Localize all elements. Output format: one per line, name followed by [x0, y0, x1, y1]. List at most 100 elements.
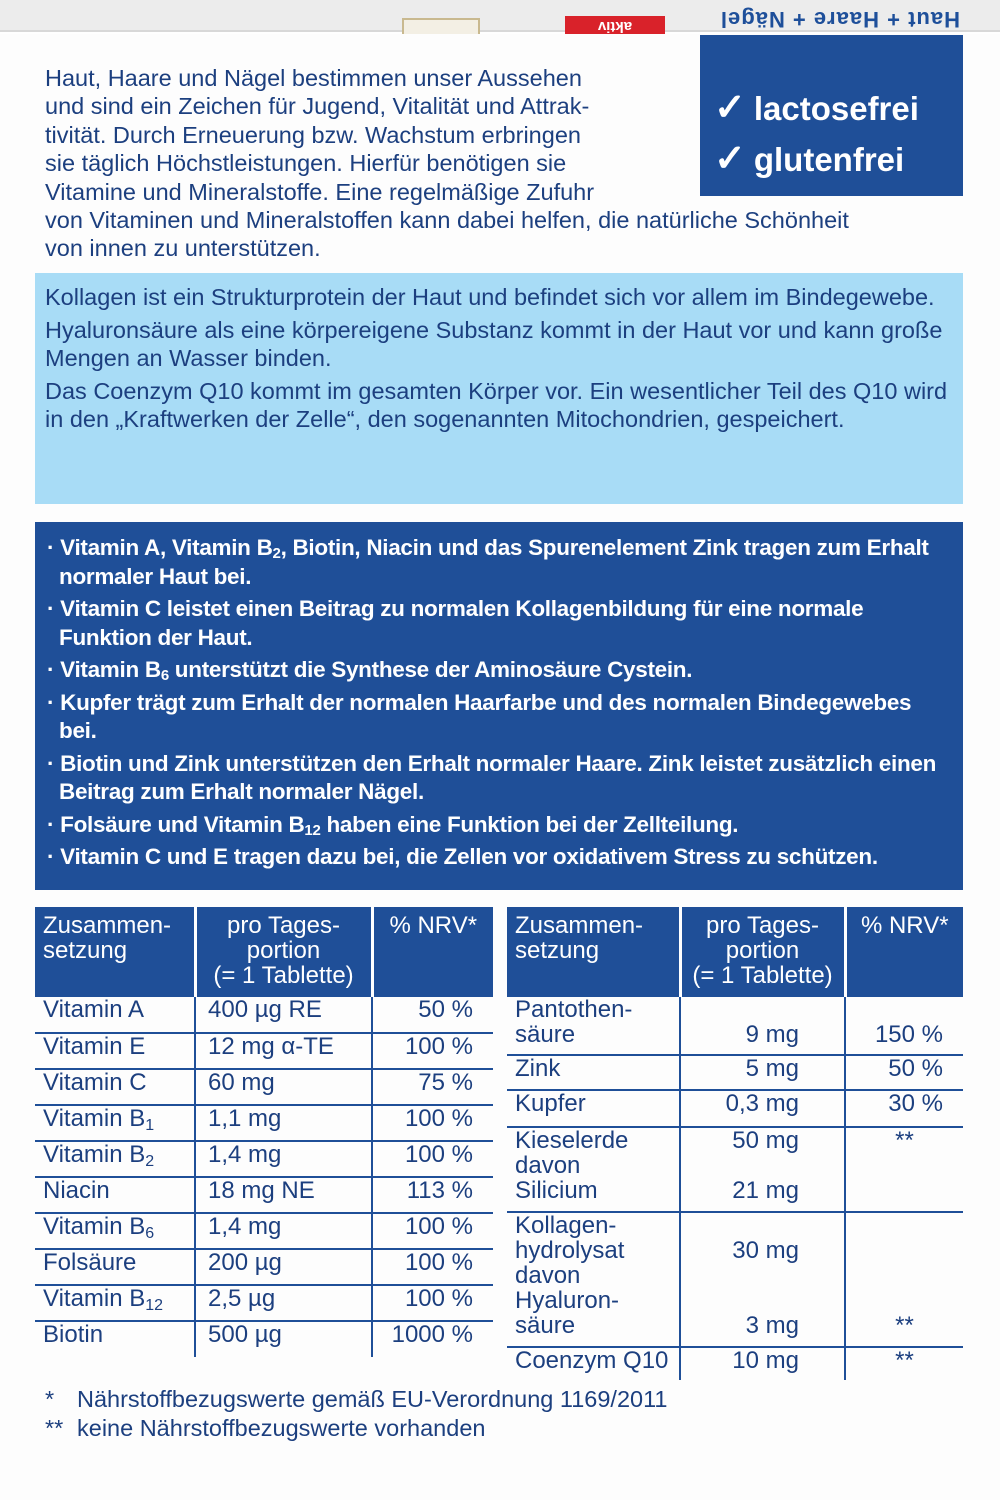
- ingredient-info-panel: Kollagen ist ein Strukturprotein der Hau…: [35, 273, 963, 504]
- nutrient-name-text: Vitamin E: [43, 1033, 146, 1060]
- nutrient-amount: 30 mg 3 mg: [680, 1212, 846, 1348]
- nutrient-subscript: 6: [145, 1225, 155, 1242]
- nutrient-nrv: 100 %: [372, 1213, 493, 1250]
- table-row: Folsäure 200 µg 100 %: [35, 1249, 493, 1286]
- table-row: Kupfer 0,3 mg 30 %: [507, 1090, 963, 1128]
- nutrient-name-text: Niacin: [43, 1177, 110, 1204]
- nutrient-table-right: Zusammen- setzung pro Tages- portion (= …: [507, 907, 963, 1380]
- nutrient-name: Vitamin B12: [35, 1285, 196, 1322]
- nutrient-subscript: 12: [145, 1297, 164, 1314]
- nutrient-amount: 200 µg: [195, 1249, 373, 1286]
- nutrient-amount: 1,4 mg: [195, 1141, 373, 1178]
- claim-item: · Vitamin B6 unterstützt die Synthese de…: [45, 656, 953, 685]
- header-composition: Zusammen- setzung: [35, 907, 197, 997]
- claim-subscript: 12: [304, 821, 321, 839]
- nutrient-nrv: **: [895, 1347, 914, 1374]
- nutrient-name-text: Biotin: [43, 1321, 104, 1348]
- nutrient-nrv: 100 %: [372, 1105, 493, 1142]
- nutrient-name-text: Zink: [515, 1055, 561, 1082]
- nutrient-name: Zink: [507, 1055, 681, 1091]
- lactose-free-line: ✓ lactosefrei: [714, 83, 963, 134]
- header-nrv: % NRV*: [845, 907, 963, 997]
- check-icon: ✓: [714, 87, 746, 129]
- intro-line: und sind ein Zeichen für Jugend, Vitalit…: [45, 93, 590, 120]
- nutrient-name: Vitamin B6: [35, 1213, 196, 1250]
- intro-text: Haut, Haare und Nägel bestimmen unser Au…: [45, 64, 849, 263]
- nutrient-amount: 9 mg: [680, 997, 846, 1056]
- nutrient-name-text: Vitamin C: [43, 1069, 147, 1096]
- nutrient-name-text: Vitamin B: [43, 1285, 146, 1312]
- nutrient-amount: 12 mg α-TE: [195, 1033, 373, 1070]
- footnote: * Nährstoffbezugswerte gemäß EU-Verordnun…: [45, 1385, 667, 1414]
- nutrient-amount: 5 mg: [680, 1055, 846, 1091]
- table-row: Coenzym Q10 10 mg **: [507, 1347, 963, 1380]
- footnote-mark: *: [45, 1386, 55, 1412]
- claim-item: · Biotin und Zink unterstützen den Erhal…: [45, 750, 953, 807]
- nutrient-name: Vitamin E: [35, 1033, 196, 1070]
- nutrient-name-text: Kieselerde davon Silicium: [515, 1127, 629, 1204]
- nutrient-name: Coenzym Q10: [507, 1347, 681, 1380]
- nutrient-subscript: 1: [145, 1117, 155, 1134]
- footnote: ** keine Nährstoffbezugswerte vorhanden: [45, 1414, 667, 1443]
- table-row: Vitamin B1 1,1 mg 100 %: [35, 1105, 493, 1142]
- nutrient-name: Vitamin C: [35, 1069, 196, 1106]
- lactose-free-label: lactosefrei: [753, 90, 919, 127]
- table-row: Vitamin B2 1,4 mg 100 %: [35, 1141, 493, 1178]
- claim-text: · Folsäure und Vitamin B: [47, 811, 305, 837]
- info-hyaluron: Hyaluronsäure als eine körpereigene Subs…: [45, 316, 943, 372]
- claim-text: · Kupfer trägt zum Erhalt der normalen H…: [47, 689, 912, 744]
- nutrient-amount: 1,1 mg: [195, 1105, 373, 1142]
- nutrient-name-text: Vitamin B: [43, 1105, 146, 1132]
- table-row: Biotin 500 µg 1000 %: [35, 1321, 493, 1357]
- nutrient-nrv: 50 %: [372, 997, 493, 1034]
- table-row: Vitamin B12 2,5 µg 100 %: [35, 1285, 493, 1322]
- nutrient-name: Kieselerde davon Silicium: [507, 1127, 681, 1213]
- footnote-text: keine Nährstoffbezugswerte vorhanden: [77, 1415, 486, 1441]
- nutrient-amount: 10 mg: [680, 1347, 846, 1380]
- nutrient-name-text: Kollagen- hydrolysat davon Hyaluron- säu…: [515, 1212, 625, 1339]
- claim-item: · Vitamin C und E tragen dazu bei, die Z…: [45, 843, 953, 872]
- nutrient-nrv: 100 %: [372, 1141, 493, 1178]
- nutrient-nrv: 150 %: [845, 997, 963, 1056]
- nutrient-nrv: 100 %: [372, 1033, 493, 1070]
- nutrient-nrv: **: [845, 1212, 963, 1348]
- nutrient-name: Vitamin A: [35, 996, 196, 1034]
- nutrient-amount: 50 mg 21 mg: [680, 1127, 846, 1213]
- table-row: Vitamin B6 1,4 mg 100 %: [35, 1213, 493, 1250]
- nutrient-name: Folsäure: [35, 1249, 196, 1286]
- nutrient-amount: 1,4 mg: [195, 1213, 373, 1250]
- table-row: Vitamin A 400 µg RE 50 %: [35, 996, 493, 1034]
- check-icon: ✓: [714, 138, 746, 180]
- claim-text: · Vitamin C und E tragen dazu bei, die Z…: [47, 844, 878, 869]
- nutrient-name: Niacin: [35, 1177, 196, 1214]
- intro-line: sie täglich Höchstleistungen. Hierfür be…: [45, 150, 567, 177]
- header-daily-portion: pro Tages- portion (= 1 Tablette): [195, 907, 374, 997]
- nutrient-name: Vitamin B1: [35, 1105, 196, 1142]
- aktiv-label: aktiv: [565, 16, 665, 36]
- footnote-mark: **: [45, 1415, 64, 1441]
- nutrient-name-text: Coenzym Q10: [515, 1347, 669, 1374]
- nutrient-name: Vitamin B2: [35, 1141, 196, 1178]
- claim-text: · Vitamin C leistet einen Beitrag zu nor…: [47, 596, 864, 650]
- nutrient-name-text: Vitamin A: [43, 996, 144, 1023]
- table-row: Kollagen- hydrolysat davon Hyaluron- säu…: [507, 1212, 963, 1348]
- nutrient-amount: 0,3 mg: [680, 1090, 846, 1128]
- table-row: Vitamin C 60 mg 75 %: [35, 1069, 493, 1106]
- nutrient-amount: 18 mg NE: [195, 1177, 373, 1214]
- claim-item: · Folsäure und Vitamin B12 haben eine Fu…: [45, 811, 953, 840]
- nutrient-subscript: 2: [145, 1153, 155, 1170]
- nutrient-amount: 60 mg: [195, 1069, 373, 1106]
- table-row: Zink 5 mg 50 %: [507, 1055, 963, 1091]
- nutrient-nrv: 75 %: [372, 1069, 493, 1106]
- header-nrv: % NRV*: [372, 907, 493, 997]
- claim-text: haben eine Funktion bei der Zellteilung.: [320, 811, 739, 837]
- product-title-upside-down: Haut + Haare + Nägel: [719, 7, 960, 32]
- nutrient-table-left: Zusammen- setzung pro Tages- portion (= …: [35, 907, 493, 1357]
- nutrient-nrv: **: [845, 1127, 963, 1213]
- claim-subscript: 2: [272, 545, 281, 562]
- footnote-text: Nährstoffbezugswerte gemäß EU-Verordnung…: [77, 1386, 668, 1412]
- gluten-free-label: glutenfrei: [753, 141, 905, 178]
- nutrient-nrv: 100 %: [372, 1249, 493, 1286]
- nutrient-amount: 2,5 µg: [195, 1285, 373, 1322]
- claim-text: · Vitamin A, Vitamin B: [47, 535, 273, 560]
